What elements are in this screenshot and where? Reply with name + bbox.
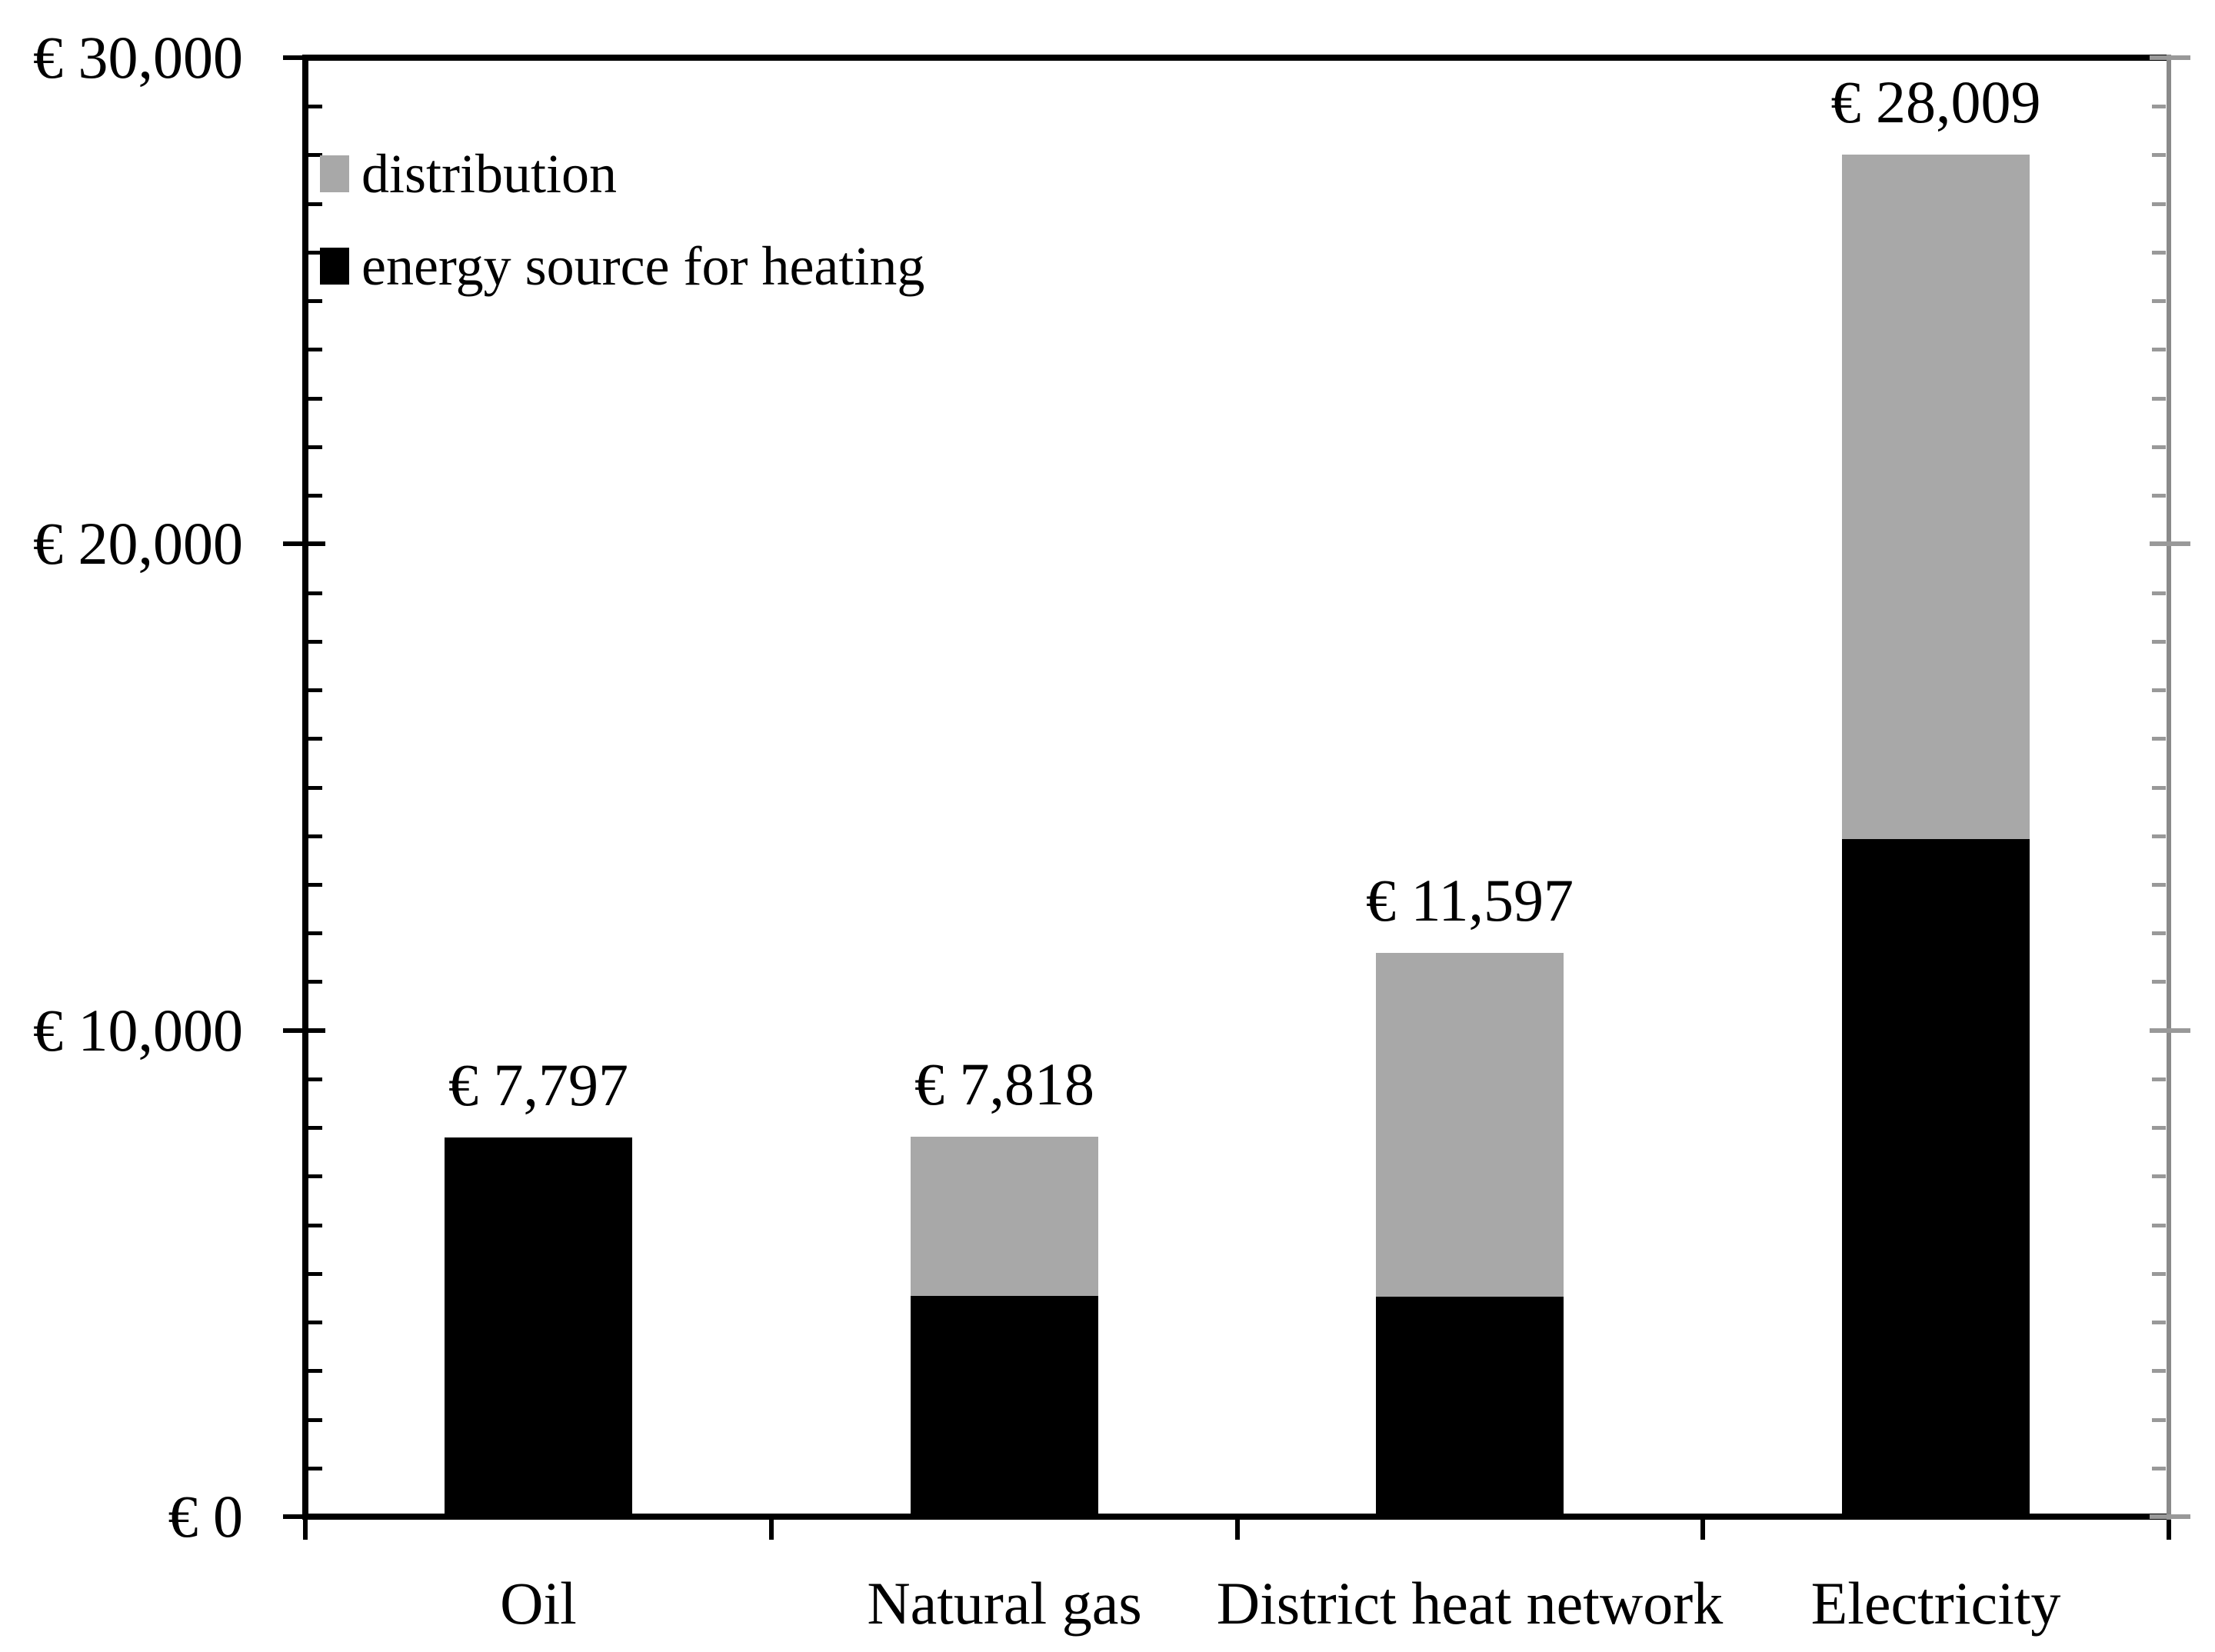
category-label: Natural gas: [867, 1570, 1142, 1637]
y-minor-tick-right: [2152, 640, 2166, 644]
y-minor-tick: [308, 1467, 322, 1470]
y-minor-tick: [308, 1321, 322, 1324]
y-minor-tick-right: [2152, 1077, 2166, 1081]
y-major-tick: [283, 541, 325, 546]
category-label: Electricity: [1810, 1570, 2061, 1637]
y-minor-tick: [308, 688, 322, 692]
y-minor-tick-right: [2152, 1369, 2166, 1373]
y-minor-tick-right: [2152, 737, 2166, 741]
y-minor-tick: [308, 1077, 322, 1081]
y-minor-tick-right: [2152, 688, 2166, 692]
legend-swatch-distribution-icon: [320, 155, 349, 192]
y-minor-tick: [308, 445, 322, 449]
y-minor-tick: [308, 153, 322, 157]
y-minor-tick-right: [2152, 591, 2166, 595]
y-minor-tick-right: [2152, 786, 2166, 790]
bar-segment-distribution-4: [1842, 155, 2030, 839]
legend-item-distribution: distribution: [320, 143, 617, 205]
y-minor-tick-right: [2152, 980, 2166, 984]
y-tick-label: € 30,000: [33, 24, 243, 91]
bar-segment-distribution-3: [1376, 953, 1564, 1297]
x-axis-tick: [1700, 1520, 1705, 1540]
y-minor-tick-right: [2152, 834, 2166, 838]
y-minor-tick: [308, 980, 322, 984]
y-minor-tick-right: [2152, 445, 2166, 449]
x-axis-tick: [1235, 1520, 1240, 1540]
bar-total-label: € 11,597: [1365, 867, 1574, 934]
y-tick-label: € 20,000: [33, 510, 243, 577]
y-minor-tick: [308, 1174, 322, 1178]
y-major-tick-right: [2150, 55, 2190, 60]
y-minor-tick-right: [2152, 1126, 2166, 1130]
y-major-tick: [283, 55, 325, 60]
y-minor-tick-right: [2152, 202, 2166, 206]
y-minor-tick: [308, 1369, 322, 1373]
y-minor-tick-right: [2152, 153, 2166, 157]
bar-total-label: € 7,818: [914, 1051, 1094, 1117]
y-minor-tick: [308, 1126, 322, 1130]
y-minor-tick-right: [2152, 931, 2166, 935]
x-axis-tick: [303, 1520, 308, 1540]
legend-label-energy-source: energy source for heating: [361, 235, 925, 297]
category-label: District heat network: [1216, 1570, 1724, 1637]
y-minor-tick-right: [2152, 348, 2166, 351]
y-major-tick: [283, 1514, 325, 1519]
y-minor-tick-right: [2152, 397, 2166, 401]
plot-border-top: [302, 55, 2171, 61]
y-minor-tick: [308, 348, 322, 351]
bar-segment-distribution-2: [911, 1137, 1098, 1296]
y-minor-tick: [308, 640, 322, 644]
y-minor-tick-right: [2152, 1418, 2166, 1422]
y-minor-tick: [308, 202, 322, 206]
legend-item-energy-source: energy source for heating: [320, 235, 924, 297]
bar-segment-heating-3: [1376, 1297, 1564, 1517]
plot-border-right: [2167, 55, 2171, 1520]
y-major-tick-right: [2150, 1028, 2190, 1033]
y-tick-label: € 10,000: [33, 997, 243, 1064]
category-label: Oil: [500, 1570, 577, 1637]
y-minor-tick: [308, 251, 322, 255]
y-minor-tick-right: [2152, 1174, 2166, 1178]
legend-label-distribution: distribution: [361, 143, 618, 205]
y-minor-tick-right: [2152, 105, 2166, 108]
y-minor-tick: [308, 591, 322, 595]
y-axis-line: [302, 55, 308, 1520]
y-minor-tick-right: [2152, 494, 2166, 498]
y-minor-tick-right: [2152, 1467, 2166, 1470]
bar-segment-heating-4: [1842, 839, 2030, 1517]
y-minor-tick: [308, 299, 322, 303]
y-minor-tick: [308, 105, 322, 108]
x-axis-tick: [2167, 1520, 2171, 1540]
y-minor-tick-right: [2152, 1272, 2166, 1276]
x-axis-line: [302, 1514, 2171, 1520]
y-minor-tick: [308, 737, 322, 741]
x-axis-tick: [769, 1520, 774, 1540]
y-minor-tick: [308, 1224, 322, 1227]
bar-segment-heating-1: [445, 1137, 632, 1517]
y-minor-tick-right: [2152, 1224, 2166, 1227]
y-minor-tick: [308, 931, 322, 935]
y-minor-tick: [308, 397, 322, 401]
y-minor-tick: [308, 494, 322, 498]
y-minor-tick-right: [2152, 1321, 2166, 1324]
bar-total-label: € 28,009: [1830, 68, 2041, 135]
y-minor-tick: [308, 883, 322, 887]
y-minor-tick: [308, 786, 322, 790]
bar-total-label: € 7,797: [448, 1051, 628, 1118]
y-tick-label: € 0: [168, 1483, 244, 1550]
y-minor-tick: [308, 1418, 322, 1422]
y-minor-tick-right: [2152, 299, 2166, 303]
y-minor-tick-right: [2152, 883, 2166, 887]
bar-segment-heating-2: [911, 1296, 1098, 1517]
y-minor-tick: [308, 834, 322, 838]
y-major-tick-right: [2150, 541, 2190, 546]
y-minor-tick-right: [2152, 251, 2166, 255]
y-minor-tick: [308, 1272, 322, 1276]
y-major-tick-right: [2150, 1514, 2190, 1519]
y-major-tick: [283, 1028, 325, 1033]
legend-swatch-energy-source-icon: [320, 248, 349, 285]
